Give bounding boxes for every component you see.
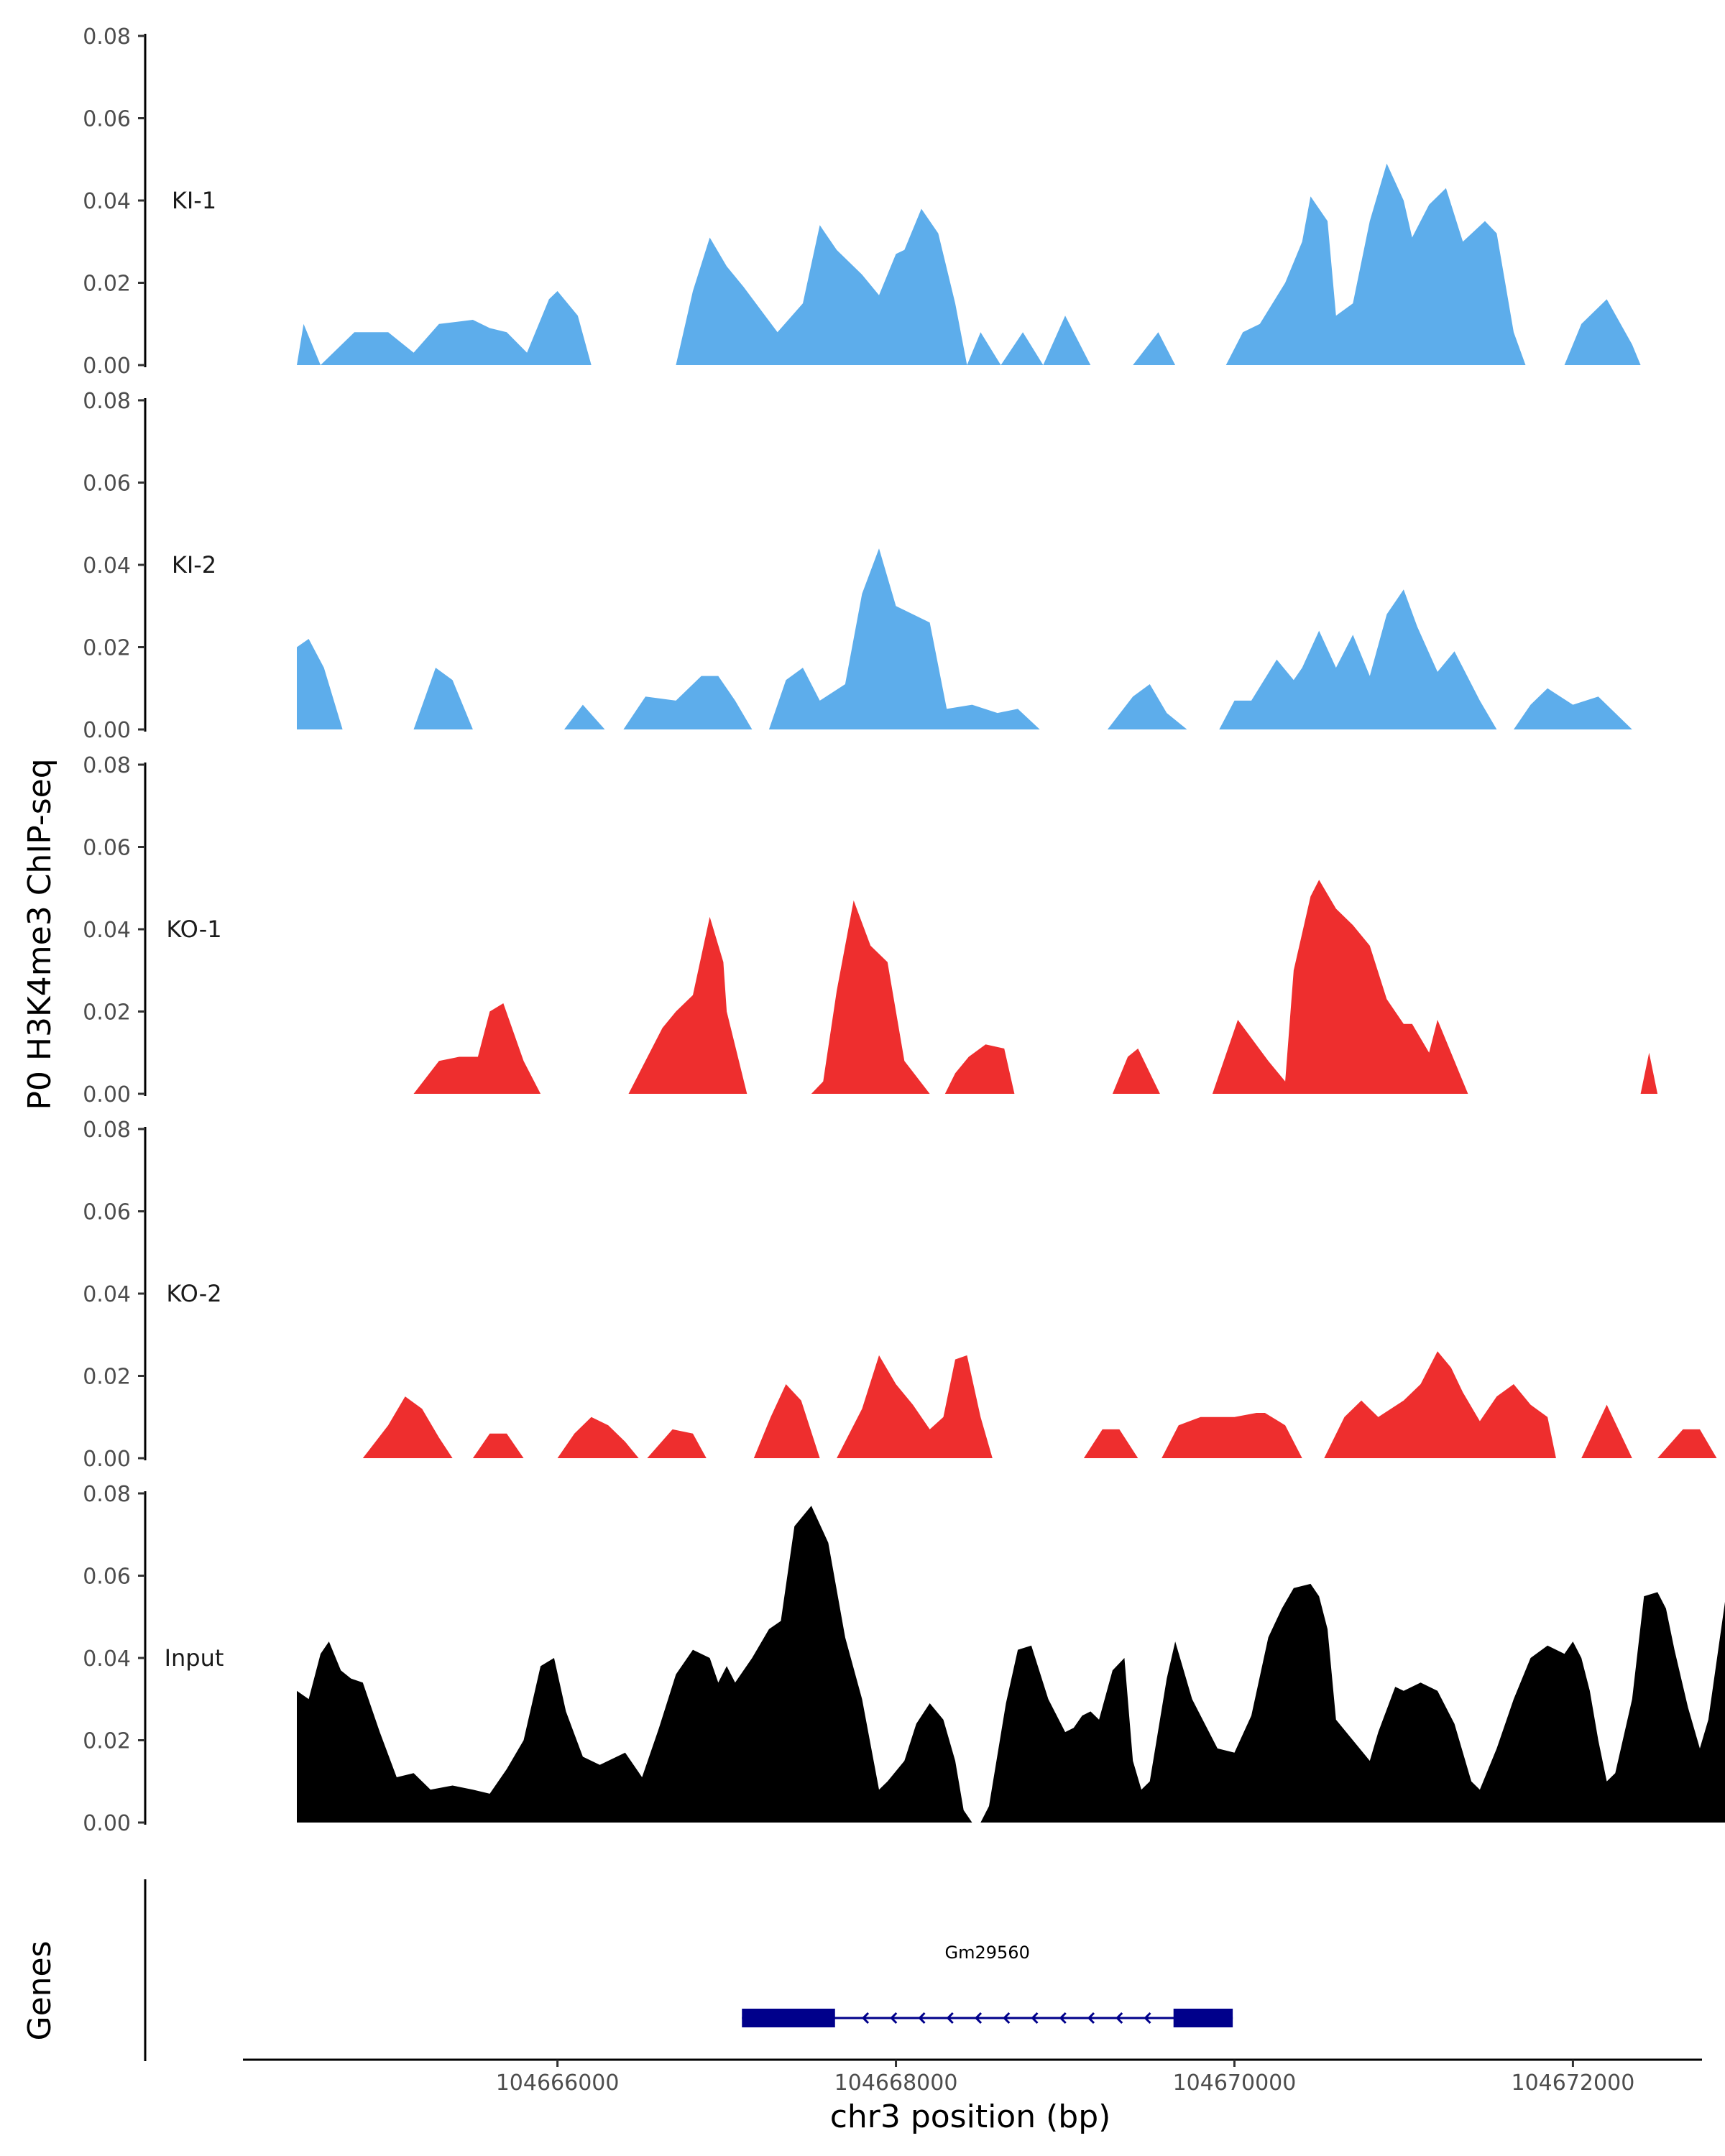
track-input: 0.00 0.02 0.04 0.06 0.08 Input	[83, 1482, 1725, 1836]
strand-arrow	[1003, 2012, 1011, 2024]
y-tick-label: 0.00	[83, 1447, 131, 1472]
coverage-area-ko-1	[413, 880, 1658, 1094]
y-tick-label: 0.02	[83, 1000, 131, 1026]
coverage-area-ki-2	[297, 548, 1641, 729]
gene-exon	[742, 2009, 835, 2027]
coverage-area-ki-1	[297, 163, 1641, 365]
x-tick-label: 104670000	[1173, 2070, 1297, 2096]
track-label: KO-2	[166, 1280, 221, 1307]
y-axis-title: P0 H3K4me3 ChIP-seq	[22, 758, 58, 1110]
track-label: KI-1	[172, 187, 216, 214]
y-tick-label: 0.08	[83, 1482, 131, 1507]
y-tick-label: 0.08	[83, 753, 131, 778]
signal-tracks: 0.00 0.02 0.04 0.06 0.08 KI-1 0.00 0.02 0.04 0.06…	[83, 24, 1725, 1836]
y-tick-label: 0.04	[83, 1646, 131, 1672]
y-tick-label: 0.04	[83, 189, 131, 214]
coverage-area-ko-2	[362, 1351, 1717, 1458]
genes-panel: Gm29560	[144, 1879, 1233, 2061]
strand-arrow	[1087, 2012, 1095, 2024]
y-tick-label: 0.02	[83, 1729, 131, 1754]
strand-arrow	[946, 2012, 954, 2024]
track-ko-2: 0.00 0.02 0.04 0.06 0.08 KO-2	[83, 1118, 1717, 1472]
y-tick-label: 0.06	[83, 1200, 131, 1225]
track-ki-1: 0.00 0.02 0.04 0.06 0.08 KI-1	[83, 24, 1641, 379]
track-ko-1: 0.00 0.02 0.04 0.06 0.08 KO-1	[83, 753, 1658, 1107]
y-tick-label: 0.08	[83, 24, 131, 50]
y-tick-label: 0.08	[83, 1118, 131, 1143]
y-tick-label: 0.02	[83, 272, 131, 297]
x-tick-label: 104672000	[1512, 2070, 1635, 2096]
x-tick-label: 104666000	[496, 2070, 620, 2096]
strand-arrow	[890, 2012, 898, 2024]
x-tick-label: 104668000	[834, 2070, 958, 2096]
strand-arrow	[1116, 2012, 1123, 2024]
y-tick-label: 0.04	[83, 918, 131, 943]
y-tick-label: 0.00	[83, 718, 131, 743]
strand-arrow	[974, 2012, 983, 2024]
strand-arrow	[918, 2012, 926, 2024]
x-axis: 104666000 104668000 104670000 104672000	[243, 2058, 1702, 2096]
x-axis-title: chr3 position (bp)	[830, 2099, 1111, 2135]
gene-exon	[1173, 2009, 1233, 2027]
y-tick-label: 0.04	[83, 553, 131, 579]
gene-name-label: Gm29560	[945, 1943, 1030, 1963]
genes-panel-title: Genes	[22, 1940, 58, 2040]
y-tick-label: 0.02	[83, 636, 131, 661]
y-tick-label: 0.06	[83, 471, 131, 497]
y-tick-label: 0.00	[83, 1082, 131, 1107]
strand-arrow	[1031, 2012, 1039, 2024]
strand-arrow	[1144, 2012, 1151, 2024]
y-tick-label: 0.06	[83, 1565, 131, 1590]
track-label: KI-2	[172, 551, 216, 579]
y-tick-label: 0.02	[83, 1365, 131, 1390]
strand-arrow	[1059, 2012, 1067, 2024]
strand-arrow	[861, 2012, 870, 2024]
y-tick-label: 0.08	[83, 389, 131, 414]
y-tick-label: 0.00	[83, 1811, 131, 1836]
track-label: Input	[165, 1644, 224, 1672]
y-tick-label: 0.04	[83, 1282, 131, 1307]
y-tick-label: 0.00	[83, 354, 131, 379]
track-ki-2: 0.00 0.02 0.04 0.06 0.08 KI-2	[83, 389, 1641, 743]
y-tick-label: 0.06	[83, 107, 131, 132]
y-tick-label: 0.06	[83, 836, 131, 861]
coverage-area-input	[297, 1506, 1725, 1823]
track-label: KO-1	[166, 916, 221, 943]
